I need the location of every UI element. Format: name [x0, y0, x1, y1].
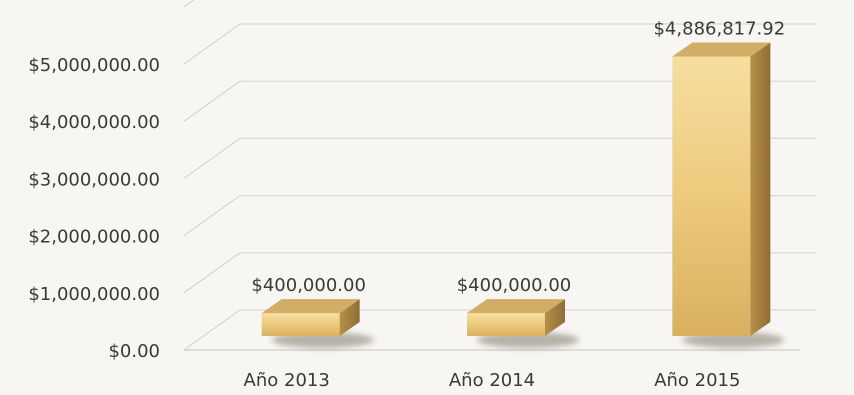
gridline-diagonal — [183, 137, 241, 179]
x-tick-label: Año 2014 — [449, 370, 535, 391]
bars-layer — [261, 42, 785, 348]
bar-side — [545, 299, 565, 336]
y-tick-label: $4,000,000.00 — [28, 112, 160, 133]
gridline-diagonal — [183, 195, 241, 237]
gridline-diagonal — [183, 252, 241, 294]
gridline-diagonal — [183, 0, 195, 8]
y-tick-label: $3,000,000.00 — [28, 169, 160, 190]
bar-front — [467, 313, 545, 336]
gridline-diagonal — [183, 309, 241, 351]
gridline-diagonal — [183, 23, 241, 65]
y-tick-label: $5,000,000.00 — [28, 55, 160, 76]
data-label: $400,000.00 — [251, 275, 366, 296]
bar-top — [672, 42, 771, 57]
bar-top — [467, 299, 565, 314]
x-tick-label: Año 2015 — [654, 370, 740, 391]
bar-front — [672, 56, 751, 337]
data-label: $400,000.00 — [457, 275, 572, 296]
axis-layer: $0.00 $1,000,000.00 $2,000,000.00 $3,000,00… — [28, 55, 800, 362]
bar-front — [261, 313, 340, 336]
x-tick-label: Año 2013 — [244, 370, 330, 391]
labels-layer: $400,000.00 Año 2013 $400,000.00 Año 2014 $4… — [244, 18, 786, 391]
data-label: $4,886,817.92 — [653, 18, 785, 39]
bar-side — [750, 42, 771, 337]
bar-side — [339, 299, 360, 336]
gridline-diagonal — [183, 80, 241, 122]
y-tick-label: $2,000,000.00 — [28, 227, 160, 248]
y-tick-label: $0.00 — [108, 341, 160, 362]
y-tick-label: $1,000,000.00 — [28, 284, 160, 305]
bar-top — [261, 299, 360, 314]
